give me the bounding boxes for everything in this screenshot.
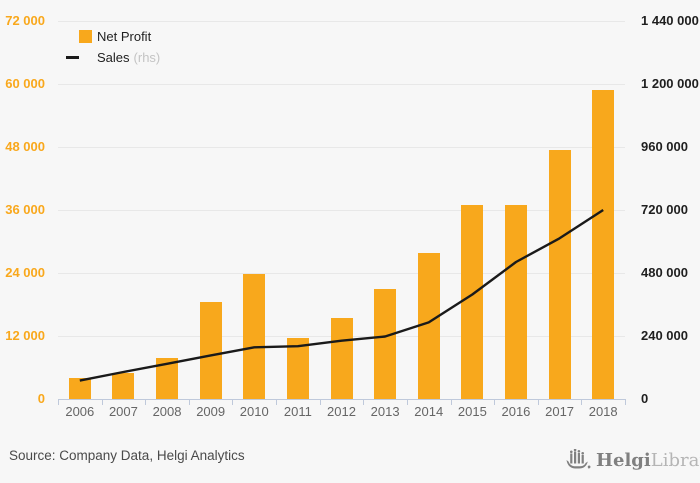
x-axis-label-2016: 2016 bbox=[501, 404, 531, 419]
x-axis-label-2009: 2009 bbox=[196, 404, 226, 419]
gridline-48000 bbox=[58, 147, 625, 148]
bar-2013 bbox=[374, 288, 397, 399]
left-axis-label-12000: 12 000 bbox=[5, 328, 45, 343]
x-axis-tick bbox=[58, 399, 59, 405]
left-axis-label-36000: 36 000 bbox=[5, 202, 45, 217]
x-axis-tick bbox=[406, 399, 408, 405]
gridline-36000 bbox=[58, 210, 625, 211]
legend-label-sales-rhs: (rhs) bbox=[133, 50, 161, 65]
bar-2016 bbox=[504, 204, 527, 399]
x-axis-line bbox=[58, 399, 626, 400]
x-axis-tick bbox=[188, 399, 190, 405]
bar-2011 bbox=[286, 337, 309, 399]
bar-2008 bbox=[156, 357, 179, 399]
right-axis-label-960000: 960 000 bbox=[641, 139, 688, 154]
x-axis-label-2014: 2014 bbox=[414, 404, 444, 419]
right-axis-label-1200000: 1 200 000 bbox=[641, 76, 699, 91]
bar-2012 bbox=[330, 318, 353, 399]
x-axis-label-2006: 2006 bbox=[65, 404, 95, 419]
right-axis-label-1440000: 1 440 000 bbox=[641, 13, 699, 28]
sales-line-swatch-icon bbox=[66, 56, 79, 59]
bar-2006 bbox=[68, 378, 91, 399]
x-axis-tick bbox=[494, 399, 496, 405]
bar-2015 bbox=[461, 205, 484, 399]
left-axis-label-0: 0 bbox=[37, 391, 45, 406]
x-axis-tick bbox=[232, 399, 234, 405]
bar-2017 bbox=[548, 150, 571, 399]
x-axis-tick bbox=[537, 399, 539, 405]
x-axis-tick bbox=[101, 399, 103, 405]
x-axis-label-2018: 2018 bbox=[588, 404, 618, 419]
helgi-library-logo[interactable]: HelgiLibrary. bbox=[566, 446, 700, 472]
legend-label-net-profit: Net Profit bbox=[97, 29, 152, 44]
x-axis-label-2013: 2013 bbox=[370, 404, 400, 419]
left-axis-label-24000: 24 000 bbox=[5, 265, 45, 280]
bar-2014 bbox=[417, 253, 440, 399]
gridline-72000 bbox=[58, 21, 625, 22]
x-axis-tick bbox=[319, 399, 321, 405]
right-axis-label-480000: 480 000 bbox=[641, 265, 688, 280]
x-axis-tick bbox=[145, 399, 147, 405]
x-axis-label-2010: 2010 bbox=[239, 404, 269, 419]
x-axis-label-2008: 2008 bbox=[152, 404, 182, 419]
helgi-ship-icon bbox=[566, 449, 591, 469]
right-axis-label-240000: 240 000 bbox=[641, 328, 688, 343]
x-axis-tick bbox=[276, 399, 278, 405]
right-axis-label-720000: 720 000 bbox=[641, 202, 688, 217]
x-axis-tick bbox=[625, 399, 626, 405]
logo-text-helgi: Helgi bbox=[596, 450, 651, 471]
x-axis-label-2012: 2012 bbox=[327, 404, 356, 419]
x-axis-tick bbox=[450, 399, 452, 405]
bar-2018 bbox=[592, 89, 615, 399]
net-profit-swatch-icon bbox=[79, 30, 92, 43]
legend-item-sales[interactable]: Sales (rhs) bbox=[66, 49, 160, 66]
x-axis-tick bbox=[581, 399, 583, 405]
left-axis-label-60000: 60 000 bbox=[5, 76, 45, 91]
bar-2010 bbox=[243, 274, 266, 399]
bar-2007 bbox=[112, 373, 135, 399]
left-axis-label-72000: 72 000 bbox=[5, 13, 45, 28]
x-axis-label-2011: 2011 bbox=[283, 404, 312, 419]
right-axis-label-0: 0 bbox=[641, 391, 649, 406]
bar-2009 bbox=[199, 302, 222, 399]
x-axis-label-2015: 2015 bbox=[457, 404, 487, 419]
logo-text-library: Library. bbox=[650, 450, 700, 471]
legend-label-sales: Sales bbox=[97, 50, 130, 65]
gridline-60000 bbox=[58, 84, 625, 85]
x-axis-label-2007: 2007 bbox=[108, 404, 138, 419]
x-axis-tick bbox=[363, 399, 365, 405]
legend: Net Profit Sales (rhs) bbox=[66, 28, 160, 70]
source-note: Source: Company Data, Helgi Analytics bbox=[9, 448, 245, 463]
legend-item-net-profit[interactable]: Net Profit bbox=[66, 28, 160, 45]
left-axis-label-48000: 48 000 bbox=[5, 139, 45, 154]
x-axis-label-2017: 2017 bbox=[545, 404, 575, 419]
gridline-24000 bbox=[58, 273, 625, 274]
